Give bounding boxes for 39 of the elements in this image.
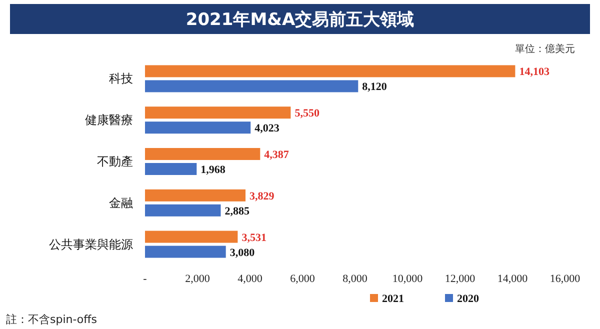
bar xyxy=(145,65,516,78)
data-label: 4,023 xyxy=(254,122,280,135)
bar xyxy=(145,80,358,92)
x-tick-label: 8,000 xyxy=(342,273,368,285)
x-tick-label: 4,000 xyxy=(238,273,263,285)
data-label: 2,885 xyxy=(224,205,250,218)
text: 單位：億美元 xyxy=(515,43,575,55)
x-tick-label: 6,000 xyxy=(290,273,316,285)
bar xyxy=(145,148,260,160)
bar xyxy=(145,189,246,202)
bar xyxy=(145,246,226,258)
bar xyxy=(145,204,221,216)
x-tick-label: 2,000 xyxy=(185,273,210,285)
x-tick-label: 14,000 xyxy=(497,273,528,285)
data-label: 5,550 xyxy=(294,108,320,120)
legend-label: 2021 xyxy=(382,293,404,305)
y-tick-label: 公共事業與能源 xyxy=(49,237,133,252)
x-tick-label: 16,000 xyxy=(550,273,581,285)
bar xyxy=(145,122,251,134)
data-label: 3,080 xyxy=(230,246,256,259)
data-label: 8,120 xyxy=(362,81,388,94)
data-label: 4,387 xyxy=(264,149,290,161)
bar xyxy=(145,230,238,243)
data-label: 14,103 xyxy=(519,66,550,78)
data-label: 3,829 xyxy=(250,190,275,202)
x-tick-label: 10,000 xyxy=(392,273,424,285)
y-tick-label: 不動產 xyxy=(97,154,133,168)
y-tick-label: 金融 xyxy=(109,196,133,210)
chart-title: 2021年M&A交易前五大領域 xyxy=(186,10,414,30)
text: 註：不含spin-offs xyxy=(6,313,98,326)
x-tick-label: - xyxy=(143,273,148,285)
y-tick-label: 健康醫療 xyxy=(85,113,133,128)
x-tick-label: 12,000 xyxy=(444,273,476,285)
y-tick-label: 科技 xyxy=(109,72,133,86)
bar xyxy=(145,163,197,175)
bar xyxy=(145,106,291,119)
data-label: 3,531 xyxy=(242,232,266,244)
legend-label: 2020 xyxy=(457,293,480,305)
data-label: 1,968 xyxy=(200,164,226,176)
